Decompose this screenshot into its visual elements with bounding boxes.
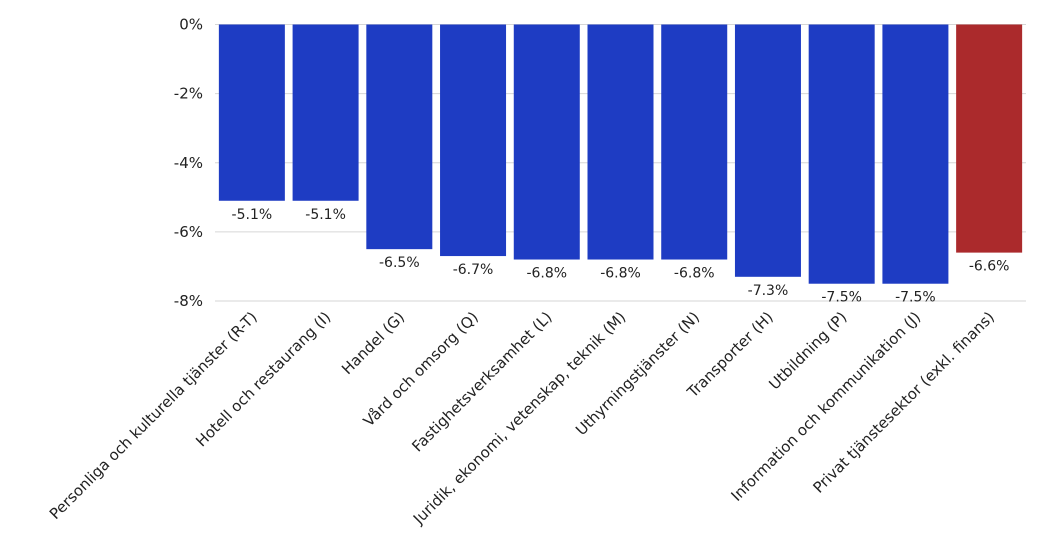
bar bbox=[808, 24, 875, 284]
bar bbox=[661, 24, 728, 260]
y-tick-label: 0% bbox=[179, 16, 203, 34]
x-tick-label: Handel (G) bbox=[338, 308, 408, 378]
data-label: -7.5% bbox=[821, 290, 862, 306]
bar bbox=[882, 24, 949, 284]
y-tick-label: -8% bbox=[174, 292, 203, 310]
y-tick-label: -2% bbox=[174, 85, 203, 103]
bar bbox=[440, 24, 507, 257]
bar bbox=[956, 24, 1023, 253]
bar bbox=[292, 24, 359, 201]
data-label: -5.1% bbox=[232, 207, 273, 223]
x-tick-label: Fastighetsverksamhet (L) bbox=[408, 308, 555, 455]
data-label: -6.8% bbox=[526, 266, 567, 282]
y-tick-label: -6% bbox=[174, 223, 203, 241]
data-label: -6.7% bbox=[453, 262, 494, 278]
x-tick-label: Uthyrningstjänster (N) bbox=[572, 308, 703, 439]
y-axis: 0% -2% -4% -6% -8% bbox=[174, 16, 203, 311]
data-label: -6.8% bbox=[600, 266, 641, 282]
bar bbox=[366, 24, 433, 250]
bar bbox=[218, 24, 285, 201]
data-label: -6.6% bbox=[969, 259, 1010, 275]
data-label: -5.1% bbox=[305, 207, 346, 223]
y-tick-label: -4% bbox=[174, 154, 203, 172]
x-tick-label: Hotell och restaurang (I) bbox=[192, 308, 334, 450]
data-label: -6.8% bbox=[674, 266, 715, 282]
data-label: -7.3% bbox=[748, 283, 789, 299]
bars: -5.1% -5.1% -6.5% -6.7% -6.8% -6.8% -6.8% -7.3%… bbox=[218, 24, 1023, 306]
bar bbox=[734, 24, 801, 277]
data-label: -7.5% bbox=[895, 290, 936, 306]
data-label: -6.5% bbox=[379, 255, 420, 271]
x-axis: Personliga och kulturella tjänster (R-T)… bbox=[46, 308, 998, 528]
bar bbox=[587, 24, 654, 260]
bar bbox=[513, 24, 580, 260]
